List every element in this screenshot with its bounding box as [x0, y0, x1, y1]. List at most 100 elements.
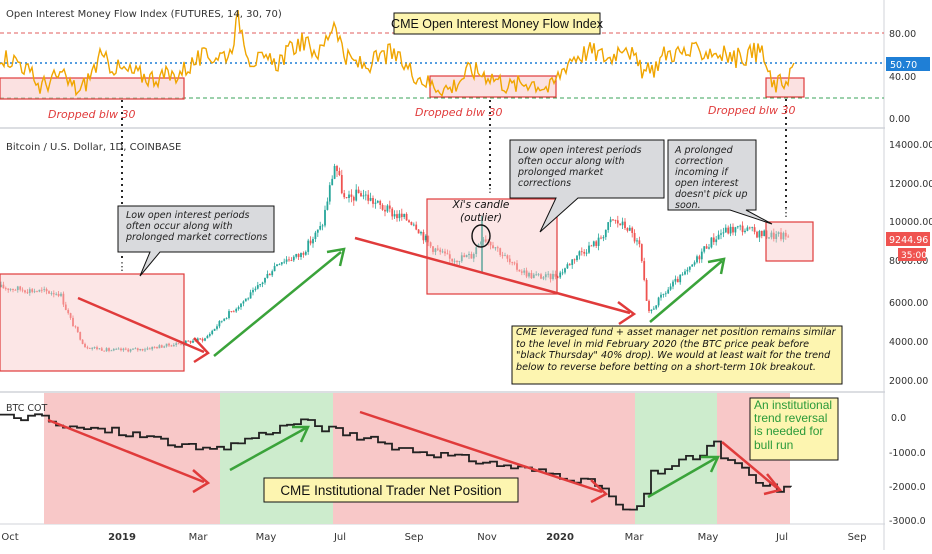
- candle-body: [439, 249, 442, 252]
- correction-box-1[interactable]: [0, 273, 185, 372]
- candle-body: [151, 346, 154, 350]
- x-tick-6: Nov: [477, 532, 497, 543]
- candle-body: [602, 237, 605, 239]
- callout-left-text: Low open interest periods often occur al…: [126, 210, 268, 243]
- candle-body: [132, 348, 134, 350]
- candle-body: [278, 264, 281, 266]
- candle-body: [283, 261, 286, 263]
- candle-body: [631, 227, 634, 233]
- cot-banner-bg: [263, 477, 519, 503]
- candle-body: [739, 225, 742, 227]
- candle-body: [266, 274, 269, 278]
- xi-candle-circle[interactable]: [471, 224, 491, 248]
- candle-body: [300, 253, 302, 258]
- reversal-note-text: An institutional trend reversal is neede…: [754, 398, 833, 452]
- candle-body: [307, 240, 310, 252]
- callout-right[interactable]: A prolonged correction incoming if open …: [667, 139, 773, 225]
- callout-mid[interactable]: Low open interest periods often occur al…: [509, 139, 665, 233]
- candle-body: [705, 246, 708, 249]
- candle-body: [580, 251, 583, 253]
- candle-body: [568, 264, 571, 266]
- price-axis-bg[interactable]: [885, 0, 932, 550]
- candle-body: [4, 288, 7, 290]
- candle-body: [424, 235, 427, 241]
- candle-body: [256, 285, 259, 289]
- candle-body: [501, 254, 504, 256]
- candle-body: [576, 255, 578, 261]
- candle-body: [127, 349, 130, 352]
- candle-body: [648, 300, 650, 312]
- note-box-fo: CME leveraged fund + asset manager net p…: [516, 327, 836, 373]
- candle-body: [520, 271, 523, 273]
- candle-body: [751, 227, 754, 229]
- candle-body: [532, 274, 535, 279]
- candle-body: [780, 232, 782, 240]
- candle-body: [187, 340, 190, 342]
- candle-body: [31, 289, 34, 292]
- note-box[interactable]: CME leveraged fund + asset manager net p…: [511, 325, 843, 385]
- candle-body: [252, 289, 254, 293]
- candle-body: [787, 236, 790, 238]
- candle-body: [115, 348, 118, 350]
- cot-banner[interactable]: CME Institutional Trader Net Position: [263, 477, 519, 503]
- candle-body: [650, 309, 653, 312]
- candle-body: [552, 273, 554, 280]
- candle-body: [566, 264, 569, 269]
- candle-body: [607, 222, 610, 230]
- candle-body: [465, 255, 468, 258]
- candle-body: [280, 262, 283, 265]
- price-tick-14000: 14000.00: [889, 140, 932, 151]
- candle-body: [698, 256, 701, 260]
- candle-body: [508, 258, 511, 263]
- candle-body: [463, 255, 466, 258]
- candle-body: [163, 346, 166, 348]
- x-tick-9: May: [698, 532, 719, 543]
- candle-body: [326, 201, 329, 210]
- candle-body: [285, 259, 288, 262]
- candle-body: [784, 232, 787, 237]
- candle-body: [48, 291, 50, 294]
- candle-body: [393, 214, 396, 217]
- candle-body: [429, 242, 432, 247]
- candle-body: [724, 227, 727, 233]
- candle-body: [216, 326, 218, 329]
- reversal-note[interactable]: An institutional trend reversal is neede…: [749, 397, 839, 461]
- candle-body: [410, 222, 413, 225]
- candle-body: [583, 251, 586, 254]
- mfi-banner[interactable]: CME Open Interest Money Flow Index: [391, 12, 604, 35]
- candle-body: [626, 228, 629, 231]
- x-tick-1: 2019: [108, 532, 136, 543]
- candle-body: [484, 239, 487, 242]
- candle-body: [652, 308, 655, 310]
- time-axis[interactable]: Oct 2019 Mar May Jul Sep Nov 2020 Mar May Jul Sep: [1, 532, 866, 543]
- mfi-value-tag-text: 50.70: [890, 60, 917, 71]
- candle-body: [499, 248, 502, 255]
- candle-body: [2, 284, 5, 289]
- candle-body: [624, 221, 626, 229]
- candle-body: [528, 272, 530, 277]
- correction-box-3[interactable]: [765, 221, 814, 262]
- candle-body: [302, 253, 305, 255]
- candle-body: [482, 239, 485, 242]
- candle-body: [436, 248, 439, 250]
- candle-body: [316, 229, 319, 233]
- candle-body: [134, 348, 137, 350]
- cot-bull-zone-1: [220, 393, 333, 524]
- candle-body: [633, 232, 636, 242]
- candle-body: [33, 291, 36, 293]
- mfi-header: Open Interest Money Flow Index (FUTURES,…: [6, 9, 282, 20]
- candle-body: [312, 239, 314, 244]
- callout-right-text: A prolonged correction incoming if open …: [675, 145, 748, 209]
- correction-box-2[interactable]: [426, 198, 558, 295]
- candle-body: [264, 277, 266, 283]
- callout-left[interactable]: Low open interest periods often occur al…: [117, 205, 275, 277]
- price-tick-2000: 2000.00: [889, 376, 928, 387]
- candle-body: [319, 225, 322, 230]
- candle-body: [432, 246, 434, 252]
- candle-body: [772, 232, 775, 240]
- candle-body: [228, 311, 230, 319]
- callout-left-bubble: [117, 205, 275, 277]
- candle-body: [703, 246, 706, 252]
- candle-body: [321, 225, 324, 227]
